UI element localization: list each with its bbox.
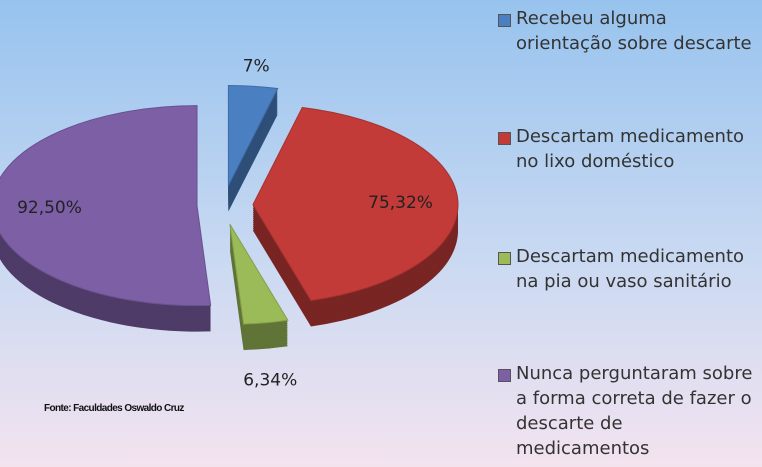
slice: [227, 85, 279, 186]
legend-swatch: [498, 14, 511, 27]
source: Fonte: Faculdades Oswaldo Cruz: [44, 403, 184, 414]
legend-label: Recebeu alguma orientação sobre descarte: [516, 8, 752, 54]
data-label: 75,32%: [368, 193, 433, 213]
legend-swatch: [498, 132, 511, 145]
legend-item: Descartam medicamento no lixo doméstico: [498, 124, 760, 174]
pie-area: 7% 75,32% 6,34% 92,50%: [0, 56, 459, 391]
legend-swatch: [498, 252, 511, 265]
legend-label: Descartam medicamento no lixo doméstico: [516, 126, 745, 172]
legend-item: Descartam medicamento na pia ou vaso san…: [498, 244, 760, 294]
legend-item: Recebeu alguma orientação sobre descarte: [498, 6, 760, 56]
legend-label: Descartam medicamento na pia ou vaso san…: [516, 246, 745, 292]
data-label: 7%: [243, 56, 270, 76]
slice: [0, 105, 212, 307]
data-label: 6,34%: [243, 371, 297, 391]
slice: [252, 106, 459, 302]
legend-label: Nunca perguntaram sobre a forma correta …: [516, 363, 753, 459]
legend-item: Nunca perguntaram sobre a forma correta …: [498, 361, 760, 461]
legend-swatch: [498, 369, 511, 382]
slice: [229, 224, 289, 325]
data-label: 92,50%: [17, 198, 82, 218]
